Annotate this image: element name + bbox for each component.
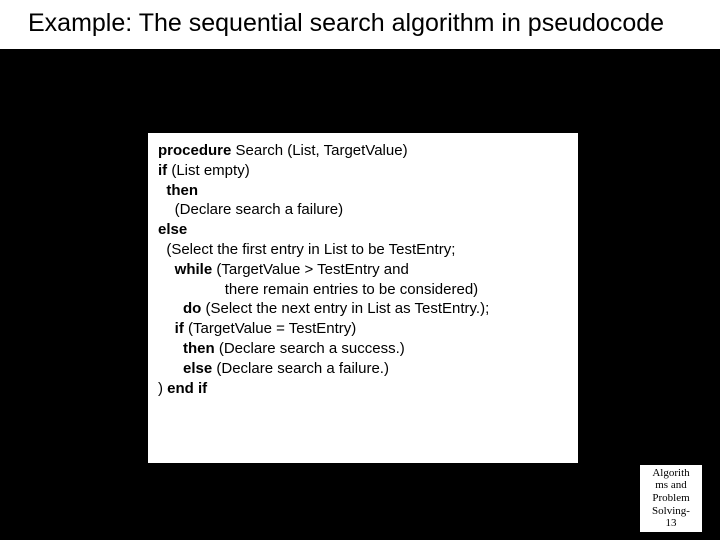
- code-text: (TargetValue = TestEntry): [184, 320, 356, 337]
- code-line: (Select the first entry in List to be Te…: [158, 240, 568, 260]
- code-line: procedure Search (List, TargetValue): [158, 141, 568, 161]
- code-line: else (Declare search a failure.): [158, 359, 568, 379]
- title-bar: Example: The sequential search algorithm…: [0, 0, 720, 49]
- code-line: do (Select the next entry in List as Tes…: [158, 299, 568, 319]
- code-text: (Declare search a failure): [175, 201, 343, 218]
- code-text: (Select the first entry in List to be Te…: [166, 241, 455, 258]
- code-text: (Declare search a failure.): [212, 360, 389, 377]
- keyword-else: else: [158, 221, 187, 238]
- keyword-procedure: procedure: [158, 142, 231, 159]
- code-text: Search (List, TargetValue): [231, 142, 407, 159]
- keyword-if: if: [158, 162, 167, 179]
- keyword-do: do: [183, 300, 201, 317]
- keyword-while: while: [175, 261, 213, 278]
- keyword-if: if: [175, 320, 184, 337]
- footer-label: Algorith ms and Problem Solving- 13: [640, 465, 702, 532]
- code-line: then (Declare search a success.): [158, 339, 568, 359]
- keyword-endif: end if: [167, 380, 207, 397]
- keyword-then: then: [183, 340, 215, 357]
- footer-line: 13: [642, 517, 700, 530]
- code-line: if (TargetValue = TestEntry): [158, 319, 568, 339]
- code-text: (TargetValue > TestEntry and: [212, 261, 409, 278]
- code-line: ) end if: [158, 379, 568, 399]
- footer-line: Solving-: [642, 505, 700, 518]
- slide-title: Example: The sequential search algorithm…: [28, 8, 692, 39]
- code-line: there remain entries to be considered): [158, 280, 568, 300]
- code-line: (Declare search a failure): [158, 200, 568, 220]
- code-text: (Declare search a success.): [215, 340, 405, 357]
- pseudocode-block: procedure Search (List, TargetValue) if …: [148, 133, 578, 463]
- footer-line: Algorith: [642, 467, 700, 480]
- code-text: ): [158, 380, 167, 397]
- code-line: then: [158, 181, 568, 201]
- code-line: else: [158, 220, 568, 240]
- footer-line: ms and: [642, 479, 700, 492]
- code-text: (List empty): [167, 162, 250, 179]
- code-line: if (List empty): [158, 161, 568, 181]
- keyword-then: then: [166, 182, 198, 199]
- keyword-else: else: [183, 360, 212, 377]
- code-line: while (TargetValue > TestEntry and: [158, 260, 568, 280]
- code-text: (Select the next entry in List as TestEn…: [201, 300, 489, 317]
- footer-line: Problem: [642, 492, 700, 505]
- code-text: there remain entries to be considered): [225, 281, 478, 298]
